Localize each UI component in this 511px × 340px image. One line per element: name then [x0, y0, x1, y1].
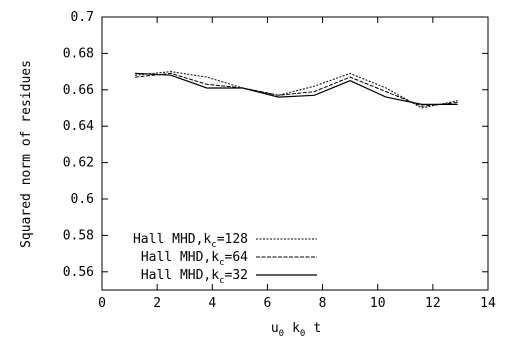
y-tick-label: 0.66: [63, 83, 94, 98]
x-tick-label: 10: [370, 296, 386, 311]
legend-label: Hall MHD,kc=128: [133, 232, 248, 250]
y-tick-label: 0.6: [71, 192, 94, 207]
series-lines: [135, 71, 458, 109]
y-tick-label: 0.58: [63, 228, 94, 243]
x-tick-label: 14: [480, 296, 496, 311]
x-tick-label: 4: [208, 296, 216, 311]
legend-label: Hall MHD,kc=64: [141, 250, 248, 268]
x-tick-label: 0: [98, 296, 106, 311]
plot-border: [101, 16, 489, 291]
y-tick-label: 0.7: [71, 10, 94, 25]
y-axis-label: Squared norm of residues: [19, 60, 34, 248]
x-label-k: k: [292, 321, 300, 336]
plot-frame: [101, 16, 489, 291]
y-tick-label: 0.62: [63, 156, 94, 171]
x-tick-label: 8: [319, 296, 327, 311]
y-tick-label: 0.64: [63, 119, 94, 134]
x-label-k-subscript: 0: [300, 329, 305, 339]
axis-ticks: 0 2 4 6 8 10 12 14 0.56 0.58 0.6 0.62 0.64 0.66 0.68 0.…: [63, 10, 496, 311]
series-line-1: [135, 71, 458, 109]
y-tick-label: 0.68: [63, 46, 94, 61]
series-line-3: [135, 72, 458, 106]
x-axis-label: u0 k0 t: [271, 321, 321, 339]
x-tick-label: 6: [264, 296, 272, 311]
legend-label: Hall MHD,kc=32: [141, 268, 248, 286]
x-label-u-subscript: 0: [279, 329, 284, 339]
x-label-t: t: [313, 321, 321, 336]
x-label-u: u: [271, 321, 279, 336]
x-tick-label: 12: [425, 296, 441, 311]
x-tick-label: 2: [153, 296, 161, 311]
series-line-2: [135, 72, 458, 107]
y-tick-label: 0.56: [63, 265, 94, 280]
